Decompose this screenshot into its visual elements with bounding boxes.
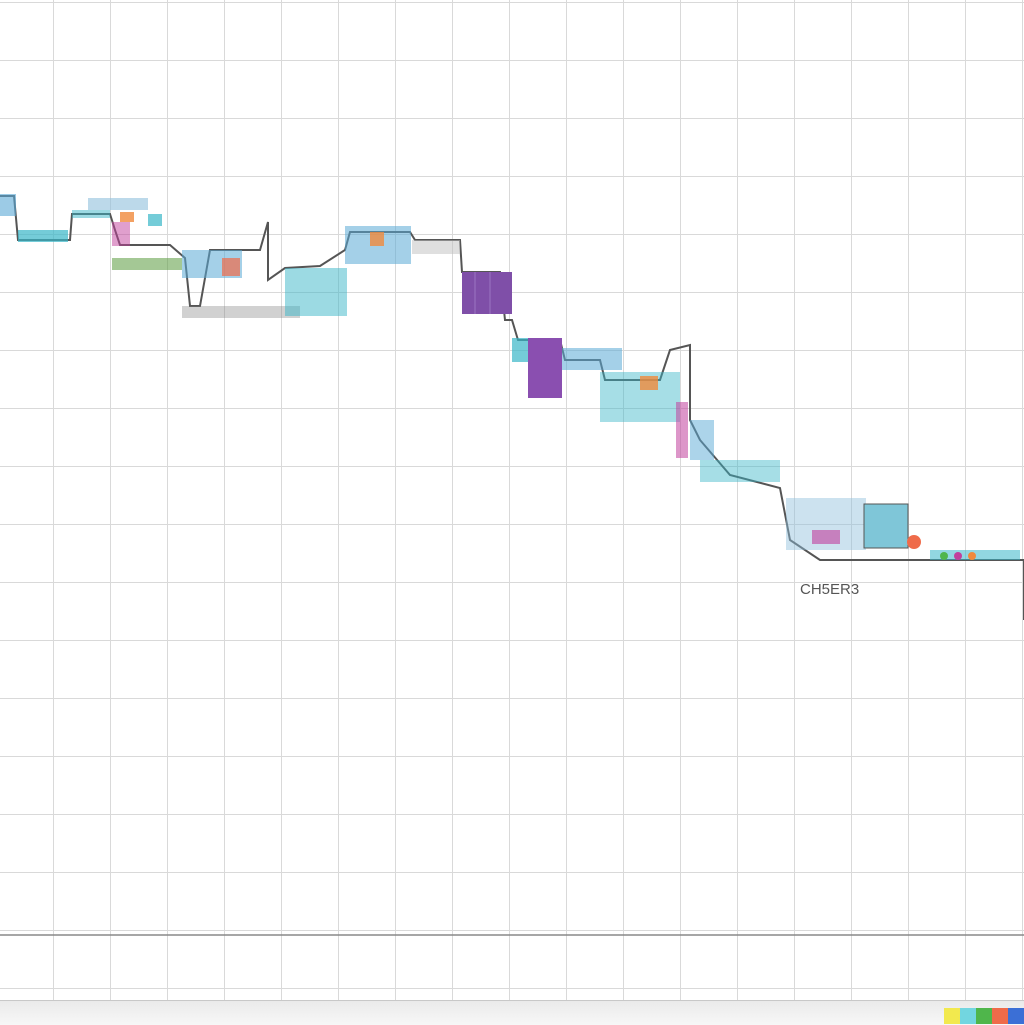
- bottom-scroll-bar[interactable]: [0, 1000, 1024, 1025]
- flow-step-3: [112, 250, 300, 318]
- swatch-cyan: [960, 1008, 976, 1024]
- final-step-label: CH5ER3: [800, 581, 859, 598]
- flow-step-1: [0, 194, 110, 242]
- swatch-green: [976, 1008, 992, 1024]
- spreadsheet-grid: [0, 0, 1024, 1000]
- flow-step-9: [786, 498, 1020, 560]
- swatch-yellow: [944, 1008, 960, 1024]
- swatch-red: [992, 1008, 1008, 1024]
- flow-step-8: [690, 420, 780, 482]
- flow-step-4: [285, 226, 411, 316]
- flow-step-7: [600, 372, 688, 458]
- flow-step-6: [512, 338, 622, 398]
- flow-step-5: [412, 240, 512, 314]
- flow-step-2: [88, 198, 162, 246]
- swatch-blue: [1008, 1008, 1024, 1024]
